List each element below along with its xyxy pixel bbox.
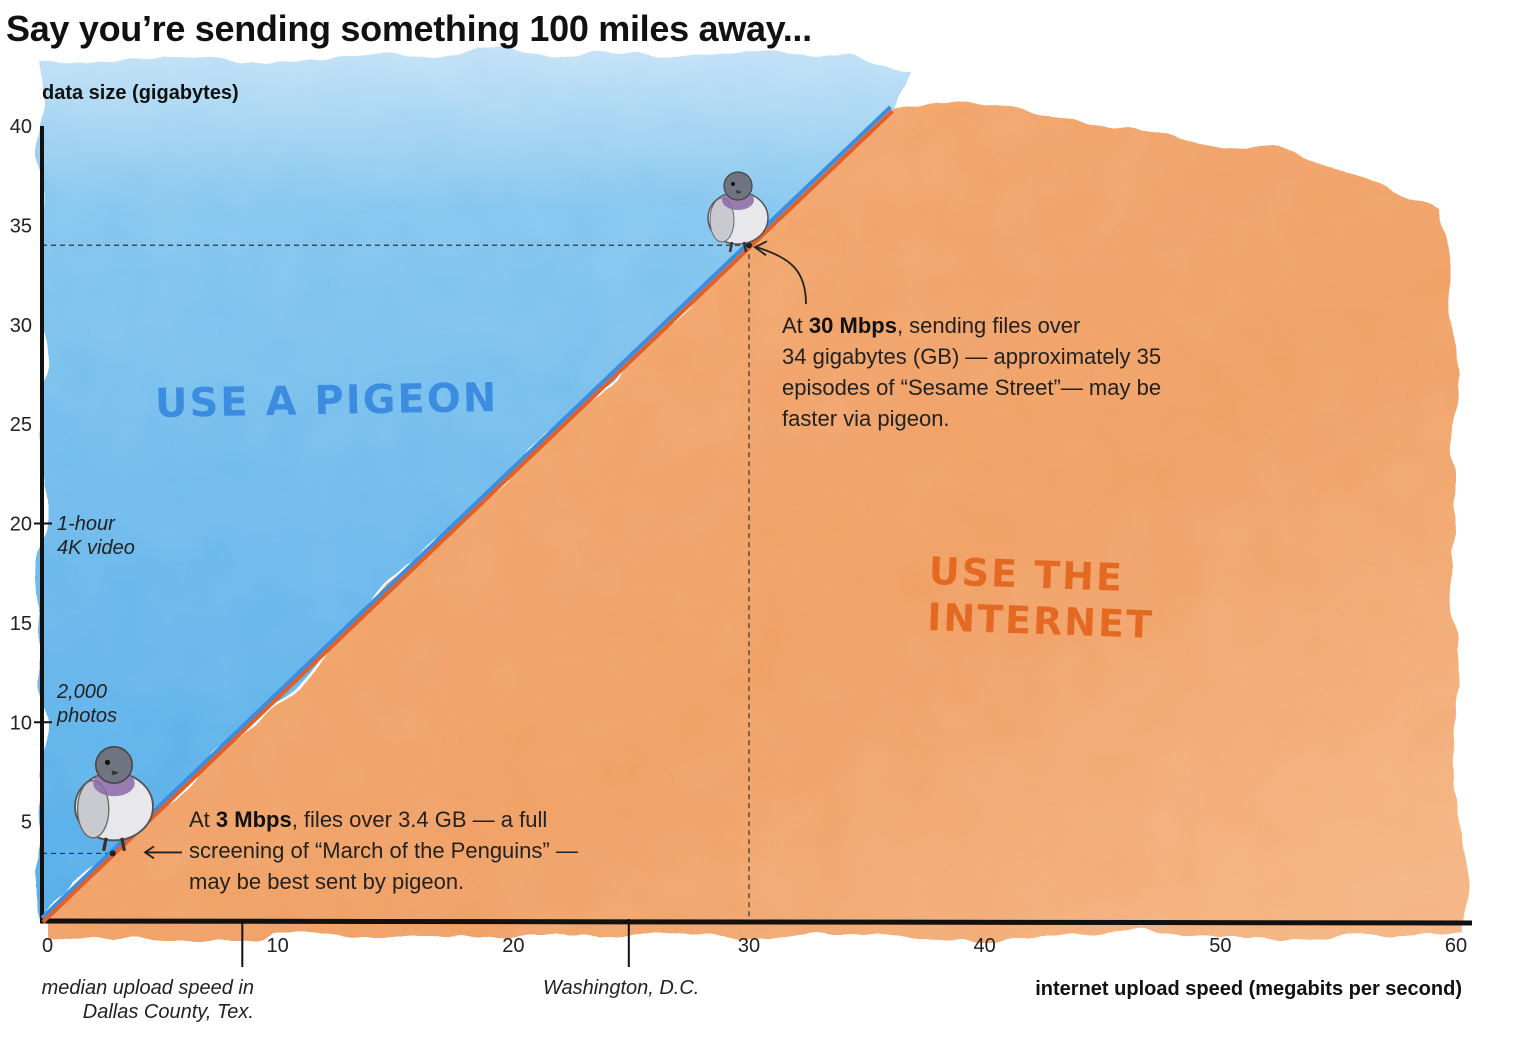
x-tick-label-2: 20 bbox=[502, 935, 524, 957]
pigeon-bottom-eye bbox=[104, 759, 111, 765]
pigeon-bottom bbox=[74, 746, 154, 852]
pigeon-bottom-legs bbox=[102, 837, 126, 852]
annotation-30-line3: episodes of “Sesame Street”— may be bbox=[782, 375, 1162, 400]
annotation-3-bold: 3 Mbps bbox=[215, 807, 292, 832]
y-marker-4k-line1: 1-hour bbox=[57, 513, 115, 535]
x-axis-line bbox=[39, 918, 1473, 926]
pigeon-top-wing bbox=[709, 197, 735, 243]
y-tick-label-1: 10 bbox=[10, 712, 32, 734]
use-pigeon-label: USE A PIGEON bbox=[154, 375, 499, 427]
annotation-30-mbps: At 30 Mbps, sending files over 34 gigaby… bbox=[782, 310, 1161, 434]
annotation-3-pre: At bbox=[189, 807, 216, 832]
x-tick-label-5: 50 bbox=[1209, 935, 1231, 957]
y-tick-label-0: 5 bbox=[21, 812, 32, 834]
y-tick-label-6: 35 bbox=[10, 215, 32, 237]
annotation-3-line1: At 3 Mbps, files over 3.4 GB — a full bbox=[189, 804, 578, 835]
x-tick-label-0: 0 bbox=[42, 935, 53, 957]
pigeon-top-eye bbox=[731, 182, 735, 186]
use-internet-label: USE THE INTERNET bbox=[926, 548, 1156, 648]
x-axis-label: internet upload speed (megabits per seco… bbox=[1035, 978, 1462, 1000]
highlight-point-1 bbox=[746, 242, 752, 249]
x-tick-label-6: 60 bbox=[1445, 935, 1467, 957]
highlight-point-0 bbox=[109, 850, 116, 857]
arrow-30-mbps bbox=[756, 246, 807, 305]
x-tick-label-3: 30 bbox=[738, 935, 760, 957]
pigeon-top-legs bbox=[728, 241, 748, 253]
tick-labels: 0 10 20 30 40 50 60 5 10 15 20 25 30 35 40 bbox=[10, 116, 1467, 957]
annotation-30-line1: At 30 Mbps, sending files over bbox=[782, 310, 1161, 341]
annotation-3-rest: , files over 3.4 GB — a full bbox=[291, 807, 548, 832]
x-marker-dallas-line1: median upload speed in bbox=[41, 977, 254, 999]
pigeon-top-beak bbox=[736, 190, 742, 194]
y-marker-photos-line2: photos bbox=[57, 705, 118, 727]
annotation-3-line3: may be best sent by pigeon. bbox=[189, 869, 465, 894]
arrowhead-3-mbps bbox=[143, 845, 155, 860]
y-axis-label: data size (gigabytes) bbox=[42, 82, 239, 104]
pigeon-bottom-wing bbox=[76, 779, 110, 839]
chart-title: Say you’re sending something 100 miles a… bbox=[6, 8, 812, 49]
pigeon-bottom-beak bbox=[111, 770, 120, 776]
arrowhead-30-mbps bbox=[753, 240, 768, 256]
x-marker-dallas: median upload speed in Dallas County, Te… bbox=[42, 976, 254, 1024]
y-marker-photos-line1: 2,000 bbox=[57, 681, 108, 703]
y-tick-label-2: 15 bbox=[10, 613, 32, 635]
pigeon-bottom-head bbox=[95, 746, 133, 784]
y-tick-label-3: 20 bbox=[10, 514, 32, 536]
y-tick-label-5: 30 bbox=[10, 315, 32, 337]
x-marker-washington: Washington, D.C. bbox=[543, 977, 700, 999]
x-tick-label-4: 40 bbox=[974, 935, 996, 957]
pigeon-top-head bbox=[723, 171, 753, 201]
use-internet-label-line2: INTERNET bbox=[926, 595, 1155, 647]
x-marker-dallas-line2: Dallas County, Tex. bbox=[82, 1001, 254, 1023]
annotation-30-line2: 34 gigabytes (GB) — approximately 35 bbox=[782, 344, 1162, 369]
x-tick-label-1: 10 bbox=[267, 935, 289, 957]
watercolor-regions bbox=[30, 51, 1470, 941]
axes bbox=[34, 126, 1473, 967]
annotation-3-mbps: At 3 Mbps, files over 3.4 GB — a full sc… bbox=[189, 804, 578, 897]
y-tick-label-4: 25 bbox=[10, 414, 32, 436]
use-internet-label-line1: USE THE bbox=[928, 549, 1125, 600]
annotation-30-bold: 30 Mbps bbox=[808, 313, 897, 338]
y-marker-photos: 2,000 photos bbox=[57, 680, 117, 728]
pigeon-top bbox=[707, 171, 769, 253]
annotation-30-pre: At bbox=[782, 313, 809, 338]
y-marker-4k-line2: 4K video bbox=[57, 537, 135, 559]
annotation-30-line4: faster via pigeon. bbox=[782, 406, 950, 431]
annotation-30-rest: , sending files over bbox=[896, 313, 1081, 338]
marker-lines bbox=[42, 244, 750, 921]
annotation-3-line2: screening of “March of the Penguins” — bbox=[189, 838, 578, 863]
pigeon-illustrations bbox=[74, 171, 769, 852]
y-marker-4k-video: 1-hour 4K video bbox=[57, 512, 135, 560]
y-tick-label-7: 40 bbox=[10, 116, 32, 138]
